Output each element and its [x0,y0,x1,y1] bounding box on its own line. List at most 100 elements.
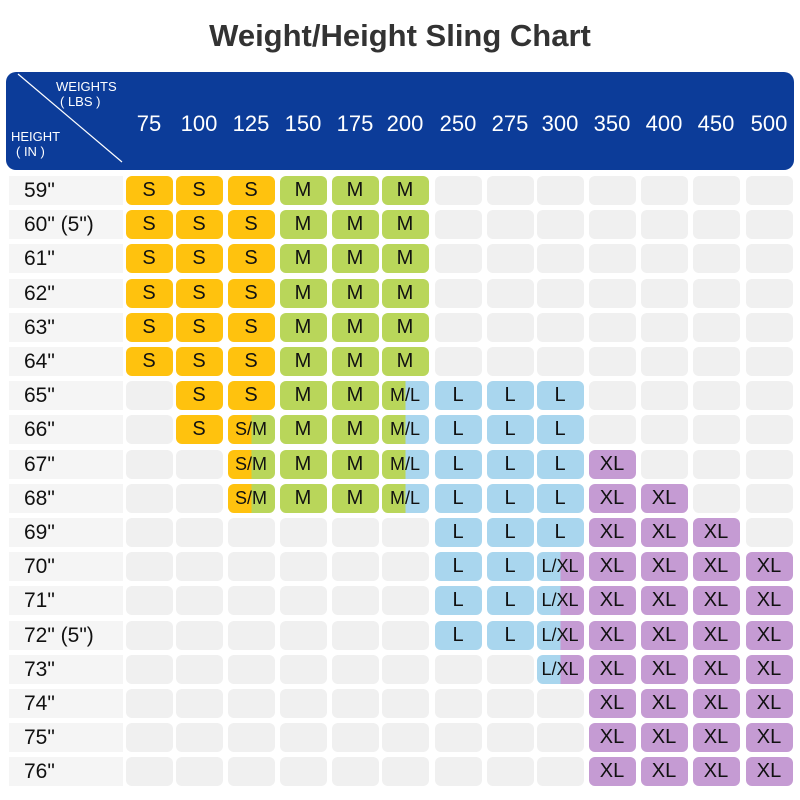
height-row-label: 59" [24,179,55,202]
size-cell-s: S [125,312,173,342]
size-label: L [554,418,566,441]
size-cell-m-l: M/L [381,381,429,411]
size-cell-m: M [279,244,327,274]
size-label: L [504,623,516,646]
empty-cell [536,278,584,308]
size-label: XL [756,692,782,714]
size-label: XL [599,521,625,543]
size-cell-s: S [227,244,275,274]
weight-header-275: 275 [491,111,529,136]
empty-cell [745,176,793,205]
row-label-bg [9,278,123,308]
empty-cell [486,689,534,718]
size-cell-s: S [125,278,173,308]
size-cell-xl: XL [745,552,793,582]
size-cell-m: M [279,210,327,240]
empty-cell [279,689,327,718]
size-cell-xl: XL [640,620,688,650]
empty-cell [227,552,275,582]
height-row-label: 68" [24,486,55,510]
size-label: S [244,213,258,236]
size-label: XL [703,589,729,612]
size-cell-l: L [486,483,534,513]
size-label: L [452,452,464,475]
size-cell-xl: XL [745,689,793,718]
size-label: XL [599,692,625,714]
size-cell-m: M [381,278,429,308]
size-label: M [396,213,414,236]
size-cell-m: M [279,449,327,479]
empty-cell [175,620,223,650]
size-cell-m-l: M/L [381,483,429,513]
empty-cell [381,518,429,547]
empty-cell [536,244,584,274]
weight-header-300: 300 [541,111,579,136]
size-cell-l: L [486,415,534,445]
size-label: S [244,384,258,407]
empty-cell [745,210,793,240]
size-cell-xl: XL [640,723,688,753]
height-row-label: 72" (5") [24,623,94,647]
size-label: XL [703,657,729,680]
height-row-label: 73" [24,657,55,681]
empty-cell [588,381,636,411]
size-cell-m: M [331,415,379,445]
size-cell-s: S [125,244,173,274]
size-cell-s: S [125,347,173,376]
size-cell-xl: XL [588,483,636,513]
empty-cell [381,552,429,582]
size-label: S [244,247,258,270]
height-row-label: 67" [24,452,55,476]
size-label: XL [651,760,677,783]
size-label: XL [756,589,782,612]
empty-cell [125,381,173,411]
empty-cell [125,757,173,787]
size-cell-l-xl: L/XL [536,586,584,616]
size-cell-xl: XL [588,654,636,684]
empty-cell [125,449,173,479]
row-label-bg [9,518,123,547]
height-row-label: 75" [24,726,55,750]
size-cell-m-l: M/L [381,449,429,479]
size-label: M [294,452,312,475]
size-cell-m: M [331,278,379,308]
empty-cell [588,278,636,308]
empty-cell [692,312,740,342]
size-label: M [346,179,364,201]
size-cell-m-l: M/L [381,415,429,445]
size-label: L/XL [541,556,579,577]
size-label: S [244,179,258,201]
empty-cell [381,586,429,616]
height-unit-label: ( IN ) [16,144,45,159]
weights-unit-label: ( LBS ) [60,94,101,109]
size-cell-xl: XL [692,757,740,787]
size-label: S [142,350,156,372]
size-cell-m: M [381,347,429,376]
size-cell-xl: XL [640,518,688,547]
empty-cell [745,312,793,342]
size-cell-m: M [279,347,327,376]
chart-title: Weight/Height Sling Chart [209,18,591,53]
height-row-label: 66" [24,418,55,442]
empty-cell [227,757,275,787]
size-label: S [142,315,156,338]
size-label: XL [756,555,782,578]
weight-header-250: 250 [439,111,477,136]
size-label: L/XL [541,624,579,645]
empty-cell [588,312,636,342]
size-cell-l: L [486,620,534,650]
size-cell-m: M [331,449,379,479]
empty-cell [434,347,482,376]
size-label: M [346,384,364,407]
size-label: XL [756,623,782,646]
size-cell-m: M [331,483,379,513]
empty-cell [640,176,688,205]
empty-cell [434,312,482,342]
empty-cell [175,552,223,582]
size-label: XL [599,726,625,749]
size-cell-m: M [331,381,379,411]
size-label: XL [703,726,729,749]
size-label: M [346,315,364,338]
size-label: XL [599,589,625,612]
size-cell-s: S [175,312,223,342]
